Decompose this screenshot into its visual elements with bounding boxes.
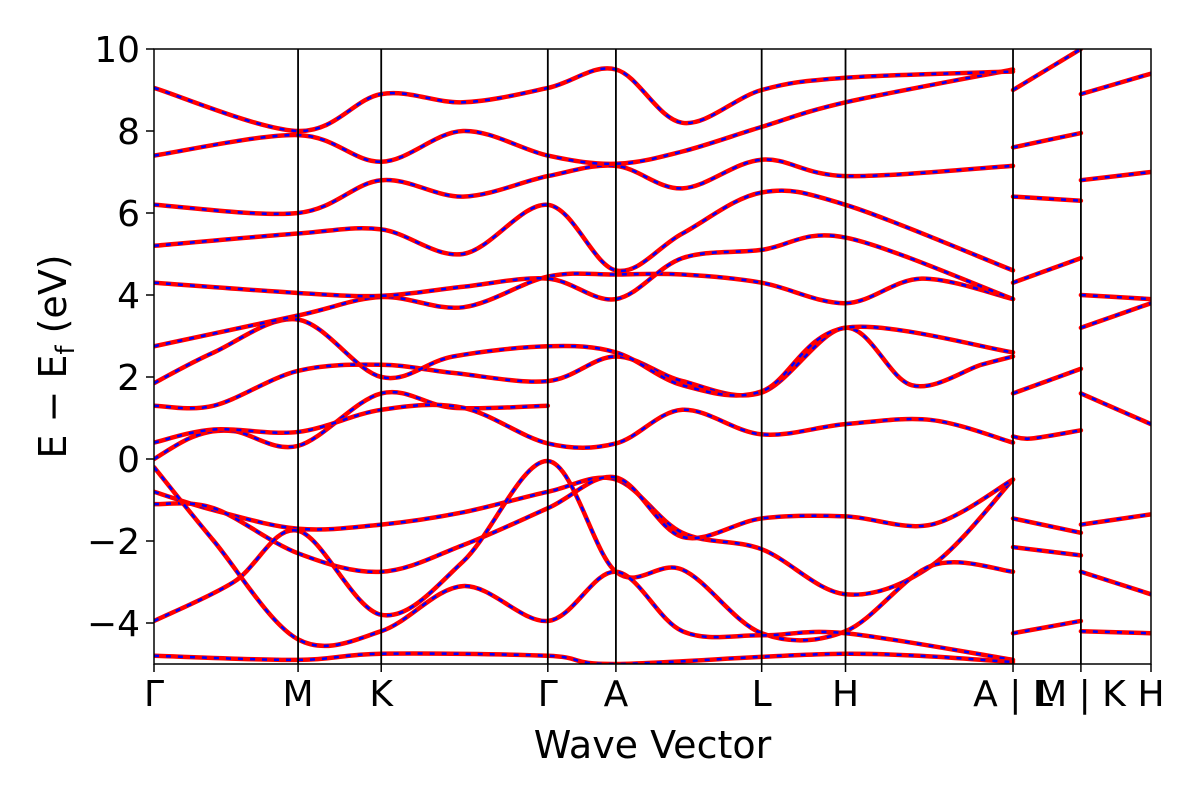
band-line-dashed-21 <box>1012 256 1082 284</box>
band-line-dashed-11 <box>154 476 1014 596</box>
band-line-dashed-3 <box>154 326 1014 410</box>
band-line-17 <box>1010 516 1084 536</box>
y-tick-label: −2 <box>87 522 140 563</box>
x-tick-label: L <box>752 674 772 715</box>
band-line-dashed-20 <box>1012 367 1082 395</box>
band-line-dashed-14 <box>154 466 1014 662</box>
band-line-dashed-27 <box>1080 629 1151 635</box>
band-line-18 <box>1010 544 1084 558</box>
band-line-1 <box>154 389 551 462</box>
band-line-27 <box>1078 628 1151 636</box>
x-tick-label: M <box>283 674 314 715</box>
x-tick-label: Γ <box>538 674 558 715</box>
band-line-dashed-16 <box>1012 429 1082 440</box>
x-tick-label: Γ <box>144 674 164 715</box>
band-line-dashed-10 <box>154 67 1014 133</box>
band-line-dashed-8 <box>154 158 1014 216</box>
band-line-dashed-30 <box>1080 293 1151 301</box>
band-line-dashed-19 <box>1012 619 1082 635</box>
y-axis-label: E − Ef (eV) <box>31 254 81 458</box>
y-tick-label: 10 <box>94 30 140 71</box>
band-line-10 <box>154 66 1016 134</box>
x-tick-label: H <box>832 674 859 715</box>
band-line-dashed-25 <box>1080 513 1151 526</box>
band-line-dashed-9 <box>154 68 1014 166</box>
kpoint-lines-layer <box>297 49 1082 664</box>
band-line-dashed-22 <box>1012 195 1081 202</box>
band-series-layer <box>154 49 1151 664</box>
band-line-dashed-18 <box>1012 545 1082 557</box>
band-line-30 <box>1078 292 1151 302</box>
band-line-9 <box>154 67 1016 167</box>
y-tick-label: 6 <box>117 194 140 235</box>
band-line-25 <box>1078 512 1151 527</box>
x-tick-label: A <box>604 674 629 715</box>
band-line-dashed-17 <box>1012 517 1082 535</box>
band-line-15 <box>154 651 1016 664</box>
y-axis-label-main: E − E <box>31 355 75 459</box>
band-line-dashed-5 <box>154 272 1014 348</box>
x-tick-label: M | K <box>1036 674 1127 715</box>
band-line-dashed-1 <box>154 390 548 461</box>
y-axis-label-sub: f <box>51 345 81 355</box>
band-line-dashed-23 <box>1012 131 1082 149</box>
band-line-dashed-2 <box>154 403 1014 449</box>
band-line-16 <box>1010 428 1084 441</box>
x-tick-label: K <box>369 674 394 715</box>
band-line-31 <box>1078 169 1151 183</box>
band-line-dashed-31 <box>1080 170 1151 182</box>
band-line-dashed-32 <box>1080 72 1151 96</box>
band-line-dashed-28 <box>1080 392 1151 426</box>
band-line-14 <box>154 464 1016 663</box>
plot-frame <box>153 48 1152 665</box>
band-line-11 <box>154 475 1016 597</box>
band-line-12 <box>154 474 1016 575</box>
band-line-19 <box>1010 618 1084 636</box>
band-line-dashed-24 <box>1012 49 1082 92</box>
y-tick-label: −4 <box>87 604 140 645</box>
y-axis-label-unit: (eV) <box>31 254 75 345</box>
y-axis-ticks: −4 −2 0 2 4 6 8 10 <box>87 30 154 645</box>
band-line-23 <box>1010 130 1084 150</box>
band-line-dashed-7 <box>154 189 1014 273</box>
band-line-dashed-26 <box>1080 570 1151 596</box>
y-tick-label: 4 <box>117 276 140 317</box>
band-line-8 <box>154 157 1016 217</box>
band-line-7 <box>154 188 1016 274</box>
band-line-dashed-13 <box>154 459 1014 642</box>
x-axis-label: Wave Vector <box>534 723 772 767</box>
band-line-dashed-6 <box>154 234 1014 301</box>
x-tick-label: H <box>1137 674 1164 715</box>
band-line-5 <box>154 271 1016 349</box>
band-line-dashed-29 <box>1080 302 1151 329</box>
band-line-dashed-12 <box>154 475 1014 574</box>
y-tick-label: 2 <box>117 358 140 399</box>
band-line-2 <box>154 402 1016 450</box>
x-tick-label: A | L <box>973 674 1053 715</box>
band-line-22 <box>1010 194 1084 203</box>
y-tick-label: 0 <box>117 440 140 481</box>
band-line-3 <box>154 325 1016 411</box>
y-tick-label: 8 <box>117 112 140 153</box>
